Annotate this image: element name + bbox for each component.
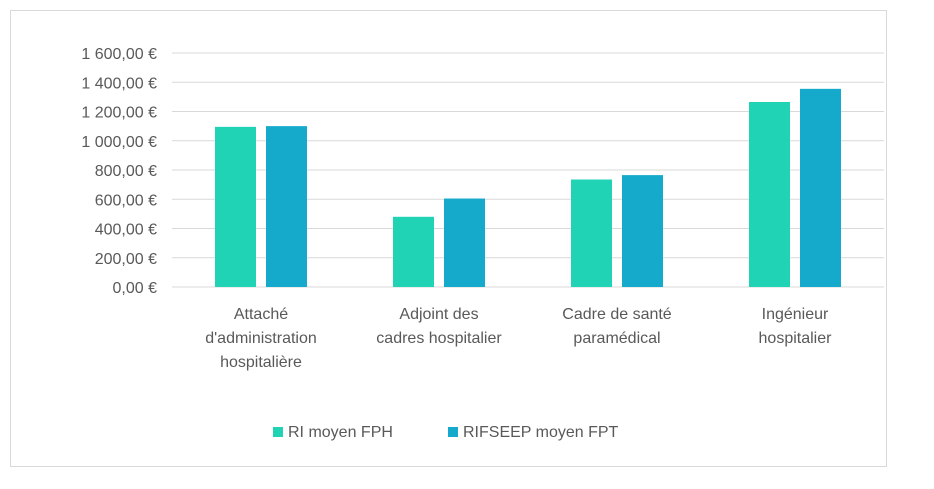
bar-rifseep-moyen-fpt [266, 126, 307, 287]
bar-ri-moyen-fph [571, 180, 612, 287]
legend-label: RI moyen FPH [288, 424, 393, 441]
x-category-label: d'administration [205, 330, 317, 347]
y-tick-label: 200,00 € [95, 251, 157, 268]
x-axis-category-labels: Attaché d'administration hospitalière Adjoi… [205, 306, 832, 371]
y-tick-label: 0,00 € [113, 280, 158, 297]
y-tick-label: 1 200,00 € [81, 105, 157, 122]
legend-label: RIFSEEP moyen FPT [463, 424, 619, 441]
bar-chart: 0,00 € 200,00 € 400,00 € 600,00 € 800,00 € 1 … [0, 0, 934, 489]
y-tick-label: 800,00 € [95, 163, 157, 180]
x-category-label: Adjoint des [399, 306, 478, 323]
y-tick-label: 1 000,00 € [81, 134, 157, 151]
legend: RI moyen FPH RIFSEEP moyen FPT [273, 424, 619, 441]
bar-rifseep-moyen-fpt [444, 199, 485, 287]
x-category-label: hospitalier [759, 330, 833, 347]
x-category-label: Attaché [234, 306, 288, 323]
bar-ri-moyen-fph [215, 127, 256, 287]
bar-ri-moyen-fph [393, 217, 434, 287]
bar-rifseep-moyen-fpt [800, 89, 841, 287]
legend-swatch [448, 427, 458, 437]
x-category-label: paramédical [573, 330, 660, 347]
y-tick-label: 1 400,00 € [81, 75, 157, 92]
legend-swatch [273, 427, 283, 437]
y-tick-label: 600,00 € [95, 192, 157, 209]
x-category-label: hospitalière [220, 354, 302, 371]
bar-rifseep-moyen-fpt [622, 175, 663, 287]
x-category-label: cadres hospitalier [376, 330, 502, 347]
y-tick-label: 400,00 € [95, 222, 157, 239]
bar-ri-moyen-fph [749, 102, 790, 287]
y-axis-tick-labels: 0,00 € 200,00 € 400,00 € 600,00 € 800,00 € 1 … [81, 46, 157, 297]
x-category-label: Ingénieur [762, 306, 829, 323]
x-category-label: Cadre de santé [562, 306, 672, 323]
y-tick-label: 1 600,00 € [81, 46, 157, 63]
